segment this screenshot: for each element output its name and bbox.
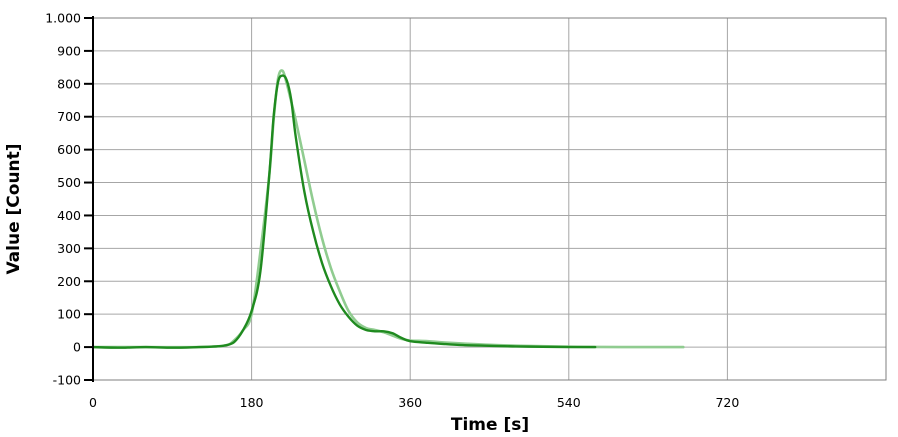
series-line-1 [91, 74, 597, 349]
x-tick-label: 720 [715, 395, 739, 410]
y-tick-label: 500 [57, 175, 81, 190]
grid-lines [93, 17, 886, 380]
x-tick-label: 180 [240, 395, 264, 410]
y-tick-label: 0 [73, 340, 81, 355]
series-line-2 [91, 69, 685, 349]
y-tick-label: 400 [57, 208, 81, 223]
y-tick-label: 300 [57, 241, 81, 256]
y-tick-label: 600 [57, 142, 81, 157]
plot-area [92, 17, 887, 381]
x-tick-label: 540 [557, 395, 581, 410]
y-tick-label: 1.000 [45, 11, 81, 26]
x-axis-title: Time [s] [451, 415, 529, 435]
y-axis-title: Value [Count] [4, 143, 24, 274]
y-tick-label: -100 [53, 373, 81, 388]
y-tick-label: 200 [57, 274, 81, 289]
x-tick-label: 0 [89, 395, 97, 410]
y-tick-label: 900 [57, 43, 81, 58]
y-tick-label: 700 [57, 109, 81, 124]
series-lines [91, 69, 685, 349]
x-ticks: 0 180 360 540 720 [89, 395, 739, 410]
x-tick-label: 360 [398, 395, 422, 410]
y-ticks: -100 0 100 200 300 400 500 600 700 800 900 1.000 [45, 11, 93, 388]
y-tick-label: 100 [57, 307, 81, 322]
y-tick-label: 800 [57, 76, 81, 91]
